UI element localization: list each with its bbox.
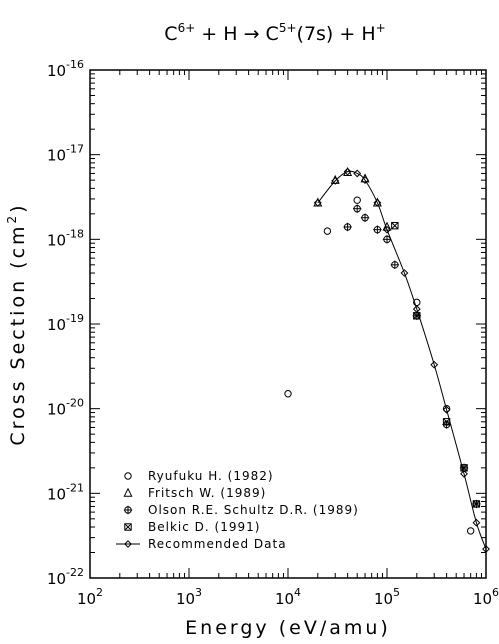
legend-label: Olson R.E. Schultz D.R. (1989) — [148, 503, 359, 517]
data-point — [343, 167, 352, 176]
series-triangle — [313, 166, 392, 231]
data-point — [284, 390, 292, 398]
data-point — [373, 198, 382, 207]
data-point — [482, 545, 490, 553]
y-tick-labels: 10-16 10-17 10-18 10-19 10-20 10-21 10-22 — [47, 58, 84, 588]
y-tick-label: 10-17 — [47, 143, 84, 165]
data-point — [352, 204, 362, 213]
data-point — [466, 527, 475, 535]
legend: Ryufuku H. (1982) Fritsch W. (1989) Olson … — [116, 469, 359, 551]
legend-label: Recommended Data — [148, 537, 287, 551]
x-tick-labels: 102 103 104 105 106 — [77, 586, 499, 608]
data-point — [383, 225, 391, 234]
x-tick-label: 106 — [473, 586, 499, 608]
chart-title: C6+ + H → C5+(7s) + H+ — [164, 21, 385, 45]
data-point — [400, 269, 409, 277]
y-axis-label: Cross Section (cm2) — [5, 202, 29, 445]
data-point — [391, 221, 399, 230]
y-tick-label: 10-21 — [47, 481, 84, 503]
data-point — [373, 225, 382, 234]
y-tick-label: 10-18 — [47, 227, 84, 249]
data-series — [284, 166, 490, 553]
data-point — [412, 305, 421, 313]
data-point — [382, 235, 392, 244]
legend-marker — [124, 472, 132, 480]
legend-marker — [123, 487, 133, 497]
x-tick-label: 103 — [176, 586, 202, 608]
plot-frame — [89, 69, 487, 579]
y-tick-label: 10-19 — [47, 312, 84, 334]
y-tick-label: 10-16 — [47, 58, 84, 80]
axis-ticks — [89, 70, 486, 579]
y-tick-label: 10-20 — [47, 397, 84, 419]
series-circle — [284, 196, 475, 535]
recommended-curve — [317, 170, 487, 550]
data-point — [472, 500, 481, 508]
legend-item: Ryufuku H. (1982) — [124, 469, 274, 483]
data-point — [353, 196, 361, 204]
legend-marker — [123, 505, 133, 515]
series-x-box — [391, 221, 481, 508]
data-point — [360, 213, 370, 222]
data-point — [313, 198, 322, 207]
data-point — [343, 222, 352, 232]
legend-marker — [124, 540, 132, 548]
data-point — [323, 227, 332, 235]
data-point — [430, 360, 439, 369]
legend-label: Ryufuku H. (1982) — [148, 469, 274, 483]
data-point — [361, 176, 369, 185]
x-tick-label: 105 — [374, 586, 400, 608]
data-point — [442, 404, 451, 413]
x-tick-label: 102 — [77, 586, 103, 608]
y-tick-label: 10-22 — [47, 566, 84, 588]
legend-label: Belkic D. (1991) — [148, 520, 260, 534]
x-tick-label: 104 — [275, 586, 301, 608]
series-diamond — [313, 167, 490, 553]
data-point — [460, 469, 468, 478]
data-point — [390, 260, 400, 270]
legend-label: Fritsch W. (1989) — [148, 486, 266, 500]
x-axis-label: Energy (eV/amu) — [185, 617, 391, 639]
data-point — [353, 169, 362, 178]
data-point — [472, 518, 481, 527]
data-point — [331, 176, 340, 185]
data-point — [442, 405, 451, 414]
legend-marker — [124, 523, 132, 531]
legend-item: Olson R.E. Schultz D.R. (1989) — [123, 503, 359, 517]
legend-item: Fritsch W. (1989) — [123, 486, 266, 500]
legend-item: Recommended Data — [116, 537, 287, 551]
series-circle-plus — [343, 204, 481, 509]
legend-item: Belkic D. (1991) — [124, 520, 260, 534]
